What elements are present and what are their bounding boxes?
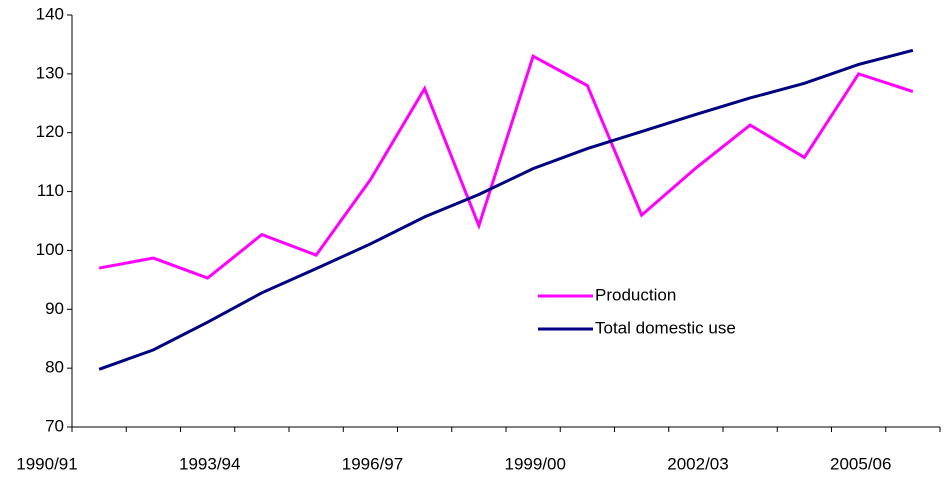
legend-label: Production (595, 285, 676, 304)
x-tick-label: 1993/94 (179, 454, 240, 473)
y-tick-label: 90 (45, 299, 64, 318)
x-tick-label: 1990/91 (16, 454, 77, 473)
y-tick-label: 130 (36, 63, 64, 82)
y-tick-label: 120 (36, 122, 64, 141)
y-tick-label: 100 (36, 240, 64, 259)
y-tick-label: 110 (37, 181, 64, 200)
line-series (98, 48, 914, 371)
y-tick-label: 80 (45, 358, 64, 377)
legend-label: Total domestic use (595, 318, 736, 337)
line-series (98, 54, 914, 280)
y-tick-label: 140 (36, 4, 64, 23)
x-tick-label: 2005/06 (830, 454, 891, 473)
x-tick-label: 1996/97 (342, 454, 403, 473)
x-tick-label: 1999/00 (505, 454, 566, 473)
y-tick-label: 70 (45, 416, 64, 435)
x-tick-label: 2002/03 (667, 454, 728, 473)
